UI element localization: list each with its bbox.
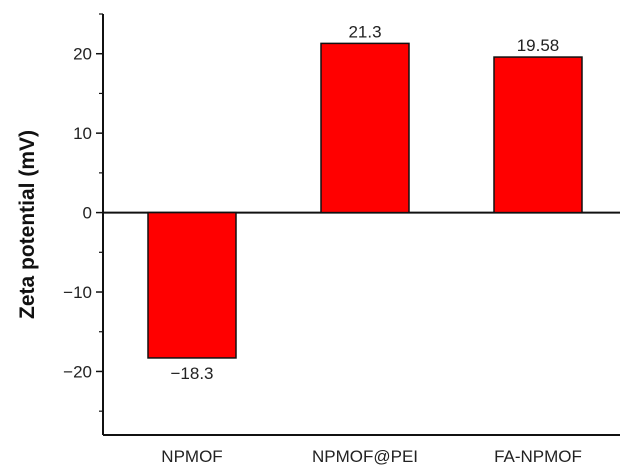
y-tick-label: 0 xyxy=(83,204,92,223)
y-axis-label: Zeta potential (mV) xyxy=(16,130,39,319)
category-label: NPMOF@PEI xyxy=(312,447,418,466)
bar-npmof xyxy=(147,211,237,359)
category-label: FA-NPMOF xyxy=(494,447,582,466)
bar-fa-npmof xyxy=(493,56,583,214)
y-tick-label: −20 xyxy=(63,362,92,381)
data-label: 21.3 xyxy=(348,22,381,41)
category-label: NPMOF xyxy=(161,447,222,466)
data-label: −18.3 xyxy=(170,364,213,383)
plot-area: −20 −10 0 10 20 −18.3 NPMOF 21.3 NPMOF@PEI 19.58 F… xyxy=(63,13,620,466)
bar-npmof-pei xyxy=(320,42,410,214)
y-tick-label: 20 xyxy=(73,45,92,64)
y-tick-label: 10 xyxy=(73,124,92,143)
data-label: 19.58 xyxy=(517,36,560,55)
y-tick-label: −10 xyxy=(63,283,92,302)
